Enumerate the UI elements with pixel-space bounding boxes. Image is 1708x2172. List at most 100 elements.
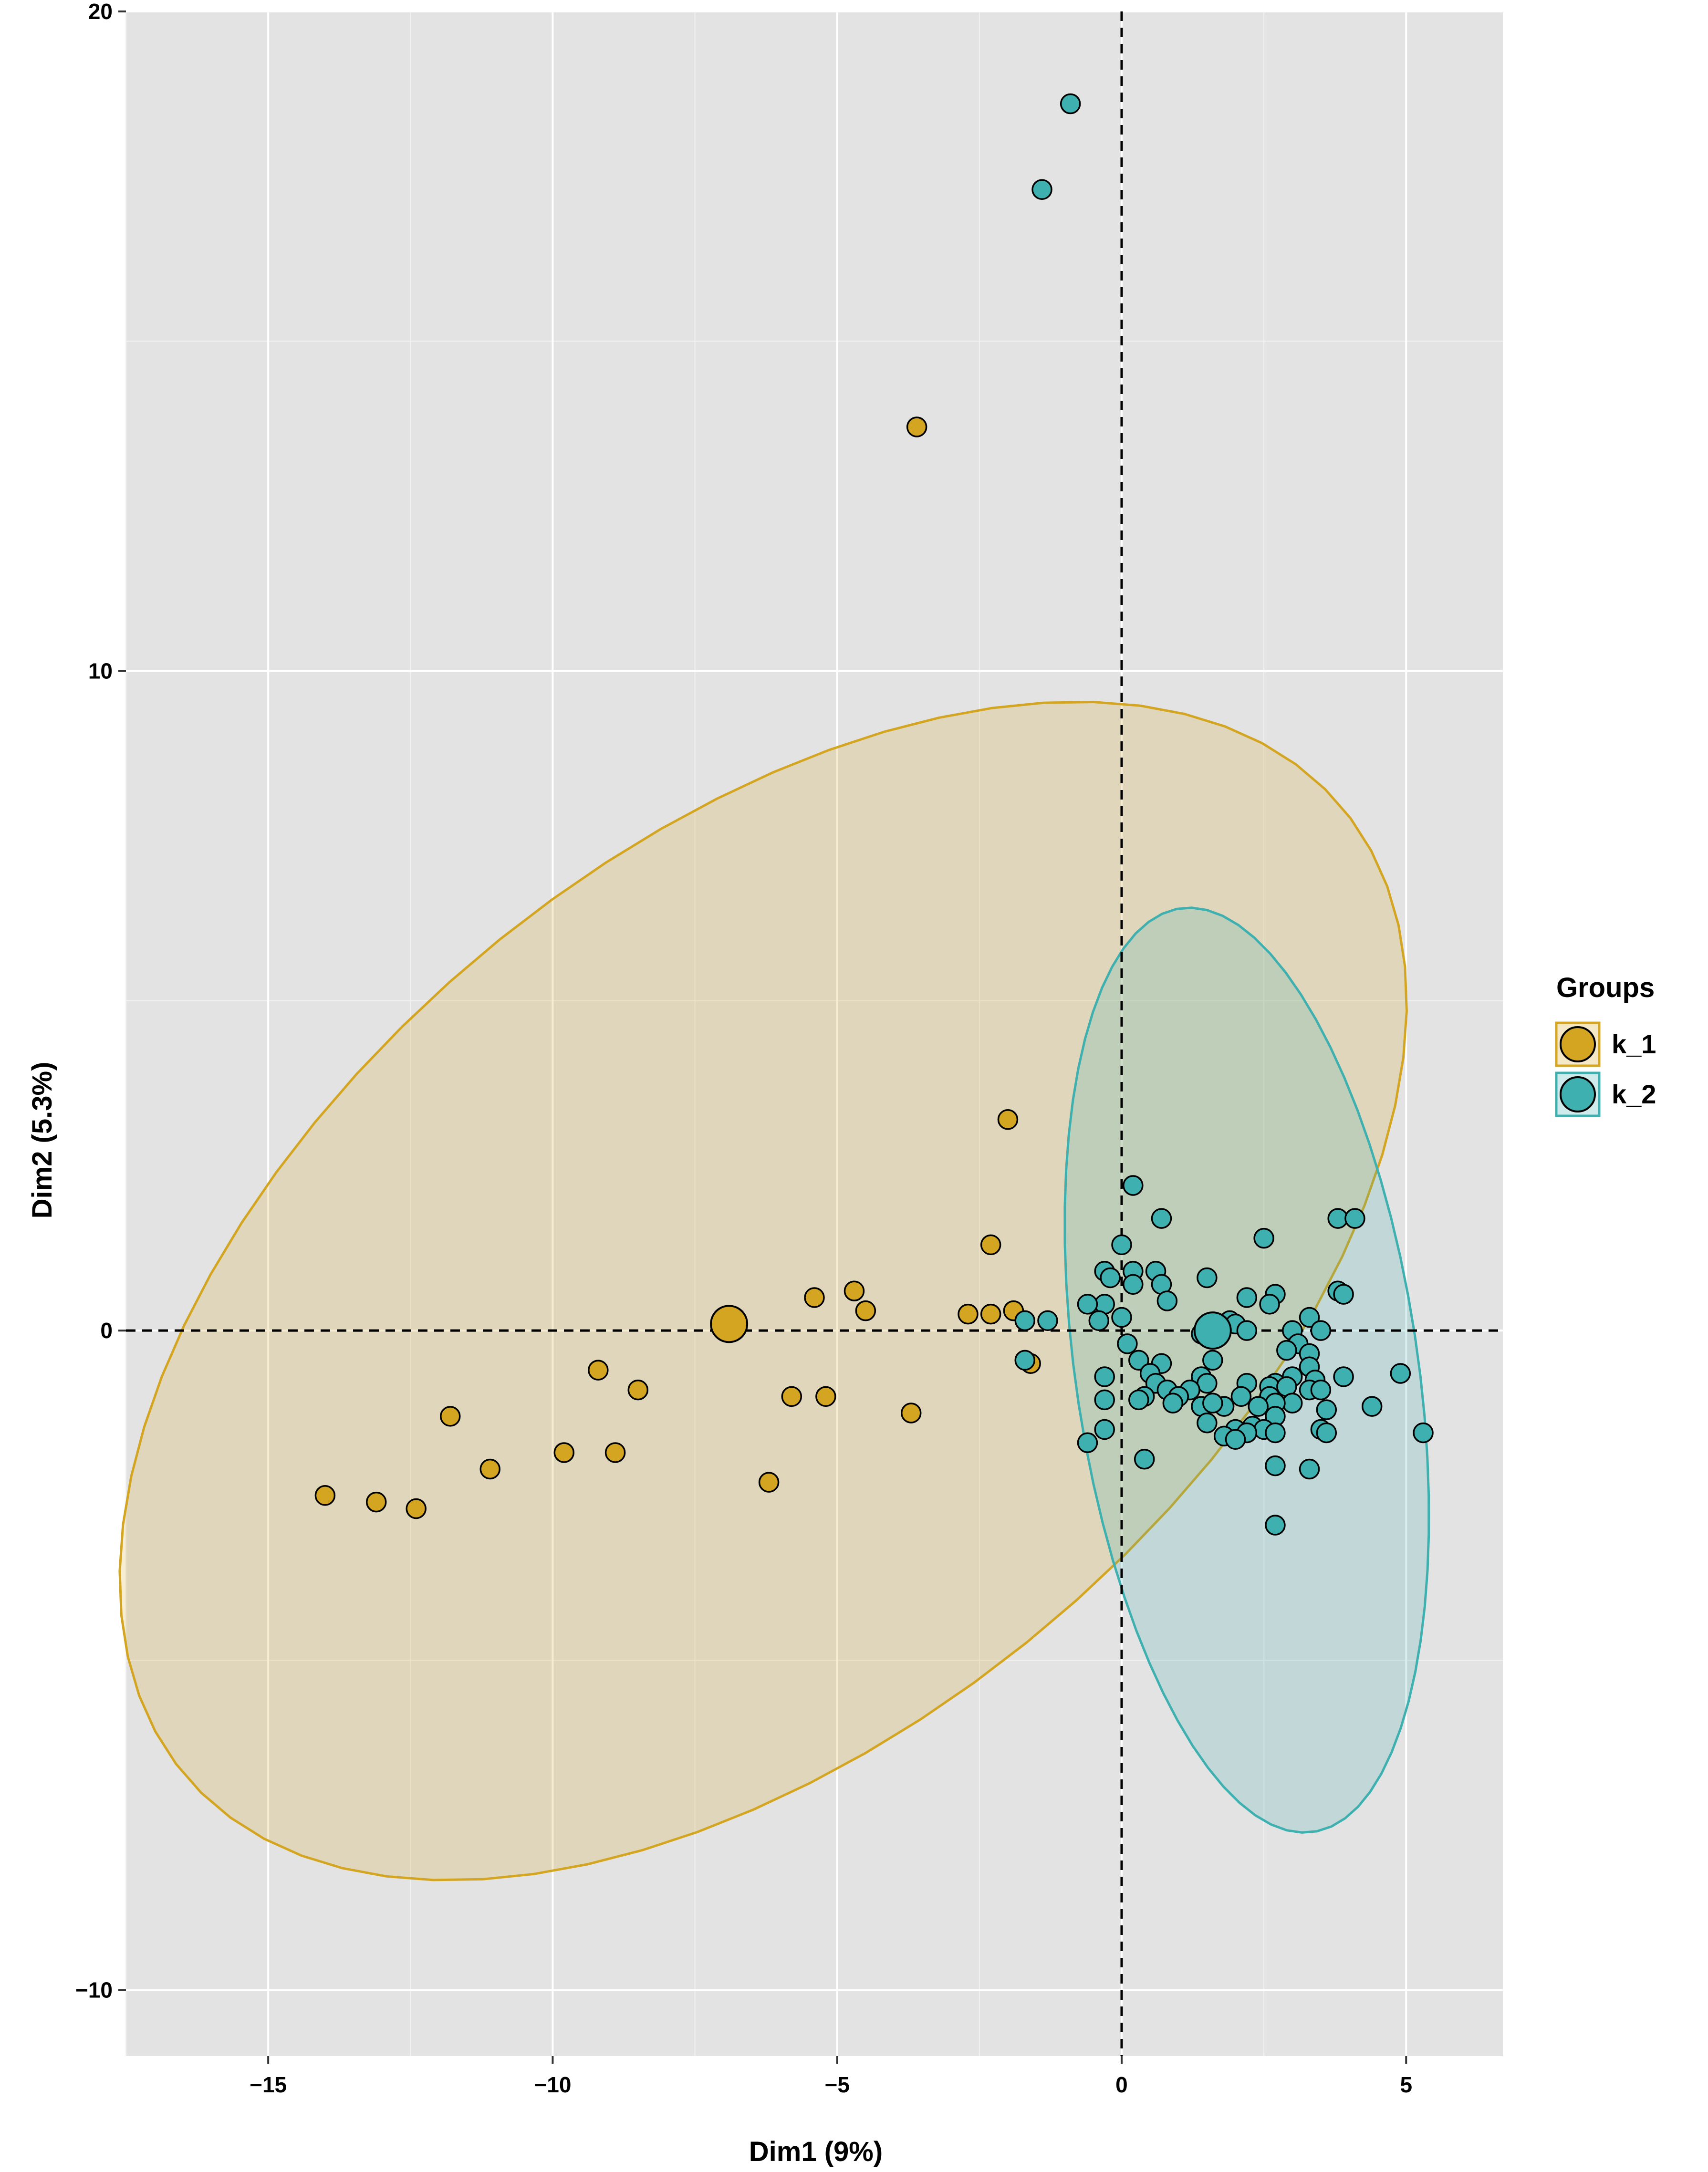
data-point-k_1 bbox=[479, 1458, 500, 1480]
data-point-k_1 bbox=[980, 1303, 1001, 1325]
data-point-k_2 bbox=[1316, 1422, 1337, 1444]
data-point-k_2 bbox=[1037, 1310, 1058, 1331]
data-point-k_2 bbox=[1230, 1386, 1252, 1407]
data-point-k_2 bbox=[1276, 1340, 1297, 1361]
ellipse-k_2 bbox=[1063, 906, 1430, 1834]
cluster-ellipses bbox=[118, 700, 1430, 1881]
data-point-k_1 bbox=[900, 1403, 922, 1424]
data-point-k_2 bbox=[1014, 1310, 1035, 1331]
data-point-k_1 bbox=[588, 1360, 609, 1381]
data-point-k_2 bbox=[1077, 1294, 1098, 1315]
data-point-k_2 bbox=[1390, 1363, 1411, 1384]
data-point-k_1 bbox=[855, 1300, 876, 1321]
data-point-k_2 bbox=[1327, 1208, 1348, 1229]
data-point-k_2 bbox=[1156, 1290, 1178, 1311]
centroid-k_2 bbox=[1193, 1311, 1232, 1350]
plot-panel bbox=[126, 11, 1503, 2056]
x-axis-title: Dim1 (9%) bbox=[749, 2136, 883, 2167]
y-axis-title: Dim2 (5.3%) bbox=[27, 1062, 58, 1219]
data-point-k_2 bbox=[1265, 1515, 1286, 1536]
data-point-k_2 bbox=[1310, 1379, 1332, 1401]
legend-title: Groups bbox=[1556, 972, 1655, 1003]
data-point-k_1 bbox=[958, 1303, 979, 1325]
data-point-k_2 bbox=[1299, 1307, 1320, 1328]
data-point-k_2 bbox=[1111, 1234, 1132, 1256]
data-point-k_2 bbox=[1123, 1175, 1144, 1196]
data-point-k_2 bbox=[1197, 1267, 1218, 1289]
data-point-k_2 bbox=[1413, 1422, 1434, 1444]
x-tick-label: −10 bbox=[534, 2072, 571, 2097]
data-point-k_2 bbox=[1162, 1393, 1184, 1413]
data-point-k_1 bbox=[815, 1386, 836, 1407]
data-point-k_2 bbox=[1259, 1294, 1280, 1315]
legend: Groups k_1 k_2 bbox=[1555, 972, 1656, 1117]
data-point-k_1 bbox=[604, 1442, 626, 1463]
data-point-k_2 bbox=[1333, 1366, 1354, 1387]
data-point-k_1 bbox=[844, 1280, 865, 1301]
reference-lines bbox=[126, 11, 1503, 2056]
data-point-k_2 bbox=[1111, 1307, 1132, 1328]
data-point-k_2 bbox=[1253, 1227, 1274, 1249]
x-tick-label: 5 bbox=[1400, 2072, 1412, 2097]
data-point-k_2 bbox=[1117, 1333, 1138, 1354]
legend-item-k2: k_2 bbox=[1555, 1071, 1656, 1117]
data-point-k_2 bbox=[1094, 1419, 1115, 1440]
data-point-k_2 bbox=[1310, 1320, 1332, 1341]
data-point-k_2 bbox=[1202, 1393, 1223, 1413]
data-point-k_1 bbox=[553, 1442, 575, 1463]
data-point-k_1 bbox=[406, 1498, 427, 1519]
data-point-k_1 bbox=[980, 1234, 1001, 1256]
data-point-k_2 bbox=[1014, 1350, 1035, 1371]
data-point-k_2 bbox=[1225, 1429, 1246, 1450]
data-point-k_2 bbox=[1094, 1389, 1115, 1411]
data-point-k_1 bbox=[906, 416, 927, 437]
data-point-k_2 bbox=[1236, 1320, 1258, 1341]
data-point-k_2 bbox=[1031, 179, 1052, 200]
legend-label-k1: k_1 bbox=[1612, 1029, 1656, 1059]
data-point-k_1 bbox=[758, 1472, 780, 1493]
data-point-k_1 bbox=[314, 1485, 336, 1506]
data-point-k_2 bbox=[1316, 1399, 1337, 1420]
data-point-k_2 bbox=[1077, 1432, 1098, 1453]
y-tick-label: 0 bbox=[100, 1318, 113, 1343]
x-tick-label: 0 bbox=[1115, 2072, 1128, 2097]
data-point-k_2 bbox=[1265, 1455, 1286, 1476]
legend-label-k2: k_2 bbox=[1612, 1079, 1656, 1109]
data-points bbox=[314, 93, 1434, 1536]
data-point-k_2 bbox=[1361, 1396, 1383, 1417]
data-point-k_2 bbox=[1299, 1458, 1320, 1480]
data-point-k_1 bbox=[365, 1491, 387, 1513]
data-point-k_2 bbox=[1094, 1366, 1115, 1387]
legend-item-k1: k_1 bbox=[1555, 1021, 1656, 1067]
data-point-k_2 bbox=[1202, 1350, 1223, 1371]
data-point-k_2 bbox=[1248, 1396, 1269, 1417]
y-tick-label: 20 bbox=[88, 0, 113, 24]
data-point-k_2 bbox=[1134, 1449, 1155, 1470]
data-point-k_1 bbox=[804, 1287, 825, 1308]
data-point-k_2 bbox=[1128, 1350, 1149, 1371]
data-point-k_2 bbox=[1060, 93, 1081, 114]
legend-marker-k1 bbox=[1560, 1026, 1596, 1062]
data-point-k_2 bbox=[1282, 1393, 1303, 1413]
data-point-k_2 bbox=[1151, 1208, 1172, 1229]
data-point-k_2 bbox=[1265, 1422, 1286, 1444]
data-point-k_1 bbox=[627, 1379, 649, 1401]
data-point-k_2 bbox=[1100, 1267, 1121, 1289]
data-point-k_1 bbox=[781, 1386, 802, 1407]
legend-marker-k2 bbox=[1560, 1076, 1596, 1112]
y-tick-label: −10 bbox=[75, 1978, 113, 2003]
data-point-k_2 bbox=[1333, 1284, 1354, 1305]
x-tick-label: −5 bbox=[824, 2072, 849, 2097]
data-point-k_2 bbox=[1236, 1287, 1258, 1308]
data-point-k_1 bbox=[440, 1406, 461, 1427]
axis-ticks bbox=[118, 10, 1407, 2064]
data-point-k_2 bbox=[1197, 1412, 1218, 1434]
tick-labels: −15 −10 −5 0 5 −10 0 10 20 bbox=[75, 0, 1412, 2097]
data-point-k_2 bbox=[1123, 1274, 1144, 1295]
data-point-k_2 bbox=[1088, 1310, 1110, 1331]
centroid-k_1 bbox=[710, 1305, 749, 1343]
data-point-k_2 bbox=[1197, 1373, 1218, 1394]
data-point-k_2 bbox=[1344, 1208, 1365, 1229]
x-tick-label: −15 bbox=[250, 2072, 287, 2097]
